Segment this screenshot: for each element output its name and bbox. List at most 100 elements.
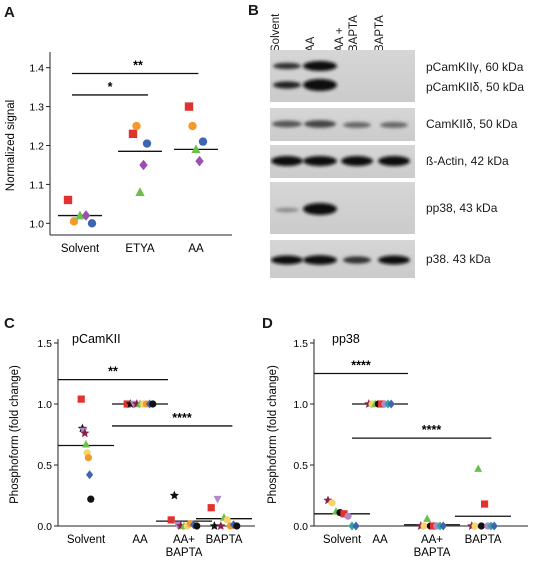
data-point: [471, 522, 479, 530]
x-category-label: BAPTA: [206, 534, 243, 546]
y-tick-label: 1.0: [293, 399, 308, 411]
data-point: [195, 155, 204, 167]
x-category-label: Solvent: [67, 534, 106, 546]
y-tick-label: 1.5: [293, 338, 308, 350]
y-tick-label: 0.5: [37, 460, 52, 472]
blot-label-camkii-delta: CamKIIδ, 50 kDa: [426, 117, 518, 131]
plot-a: 1.0 1.1 1.2 1.3 1.4 Normalized signal Solvent E…: [5, 52, 232, 255]
x-category-label: Solvent: [323, 534, 362, 546]
blot-pcamkii: [270, 50, 415, 102]
panel-letter-c: C: [4, 315, 15, 332]
blot-camkii: [270, 108, 415, 141]
blot-label-pcamkii-delta: pCamKIIδ, 50 kDa: [426, 80, 525, 94]
data-point: [84, 454, 92, 462]
x-category-label: AA: [188, 243, 204, 255]
blot-p38: [270, 240, 415, 278]
data-point: [223, 516, 231, 524]
data-point: [63, 195, 73, 205]
blot-label-pcamkii-gamma: pCamKIIγ, 60 kDa: [426, 60, 524, 74]
y-tick-label: 1.2: [29, 141, 44, 153]
plot-d: pp38 0.0 0.5 1.0 1.5 Phosphoform (fold change…: [267, 332, 528, 559]
data-point: [191, 144, 201, 154]
data-point: [423, 514, 432, 522]
chart-panel-a: 1.0 1.1 1.2 1.3 1.4 Normalized signal Solvent E…: [5, 52, 232, 255]
x-category-label: AA: [132, 534, 148, 546]
lane-label-solvent: Solvent: [270, 13, 282, 52]
blot-images: [270, 50, 415, 278]
data-point: [490, 521, 498, 531]
data-point: [128, 129, 138, 139]
y-axis-label: Normalized signal: [5, 100, 17, 191]
data-point: [169, 490, 179, 500]
y-tick-label: 1.1: [29, 179, 44, 191]
blot-label-pp38: pp38, 43 kDa: [426, 201, 498, 215]
data-point: [132, 121, 141, 131]
data-point: [344, 512, 352, 520]
x-category-label-line2: BAPTA: [414, 547, 451, 559]
data-point: [213, 495, 222, 504]
data-point: [352, 521, 360, 531]
significance-stars: **: [108, 365, 118, 379]
y-tick-label: 0.5: [293, 460, 308, 472]
data-point: [167, 516, 175, 524]
significance-stars: *: [108, 80, 113, 94]
data-point: [216, 521, 226, 530]
data-point: [328, 499, 336, 507]
blot-label-p38: p38. 43 kDa: [426, 252, 491, 266]
data-point: [81, 210, 91, 221]
data-point: [474, 464, 483, 472]
data-point: [198, 137, 208, 146]
data-point: [477, 522, 485, 530]
x-category-label: Solvent: [61, 243, 100, 255]
lane-label-bapta: BAPTA: [374, 15, 386, 52]
y-tick-label: 1.0: [37, 399, 52, 411]
data-point: [82, 439, 90, 448]
lane-label-aa-bapta-line2: BAPTA: [348, 15, 360, 52]
blot-label-beta-actin: ß-Actin, 42 kDa: [426, 154, 509, 168]
significance-stars: ****: [172, 411, 192, 425]
data-point: [184, 102, 194, 111]
data-point: [135, 187, 145, 196]
x-category-label: ETYA: [125, 243, 155, 255]
panel-letter-a: A: [4, 4, 15, 21]
y-tick-label: 1.0: [29, 218, 44, 230]
chart-title: pp38: [332, 332, 360, 346]
plot-c: pCamKII 0.0 0.5 1.0 1.5 Phosphoform (fold cha…: [9, 332, 255, 559]
y-tick-label: 0.0: [37, 521, 52, 533]
data-point: [340, 510, 348, 518]
x-category-label: AA: [372, 534, 388, 546]
data-point: [139, 159, 148, 171]
y-axis-label: Phosphoform (fold change): [267, 365, 279, 504]
chart-title: pCamKII: [72, 332, 121, 346]
data-point: [209, 521, 219, 530]
x-category-label: AA+: [421, 534, 443, 546]
chart-panel-c: pCamKII 0.0 0.5 1.0 1.5 Phosphoform (fold cha…: [9, 332, 255, 559]
lane-label-aa-bapta-line1: AA +: [334, 27, 346, 52]
data-point: [188, 121, 197, 131]
chart-panel-d: pp38 0.0 0.5 1.0 1.5 Phosphoform (fold change…: [267, 332, 528, 559]
panel-letter-d: D: [262, 315, 273, 332]
data-point: [207, 504, 215, 512]
x-category-label: AA+: [173, 534, 195, 546]
data-point: [481, 500, 489, 508]
data-point: [77, 395, 85, 403]
significance-stars: ****: [422, 423, 442, 437]
data-point: [233, 522, 241, 530]
data-point: [80, 428, 90, 438]
data-point: [87, 495, 95, 503]
y-tick-label: 1.4: [29, 63, 44, 75]
y-axis-label: Phosphoform (fold change): [9, 365, 21, 504]
blot-beta-actin: [270, 145, 415, 178]
significance-stars: **: [133, 59, 143, 73]
data-point: [142, 139, 152, 148]
panel-letter-b: B: [248, 2, 259, 19]
x-category-label: BAPTA: [465, 534, 502, 546]
data-point: [86, 470, 94, 480]
data-point: [439, 521, 447, 531]
y-tick-label: 1.5: [37, 338, 52, 350]
data-point: [420, 522, 428, 530]
y-tick-label: 0.0: [293, 521, 308, 533]
data-point: [149, 400, 157, 408]
y-tick-label: 1.3: [29, 102, 44, 114]
western-blot-panel: Solvent AA AA + BAPTA BAPTA: [270, 0, 536, 300]
